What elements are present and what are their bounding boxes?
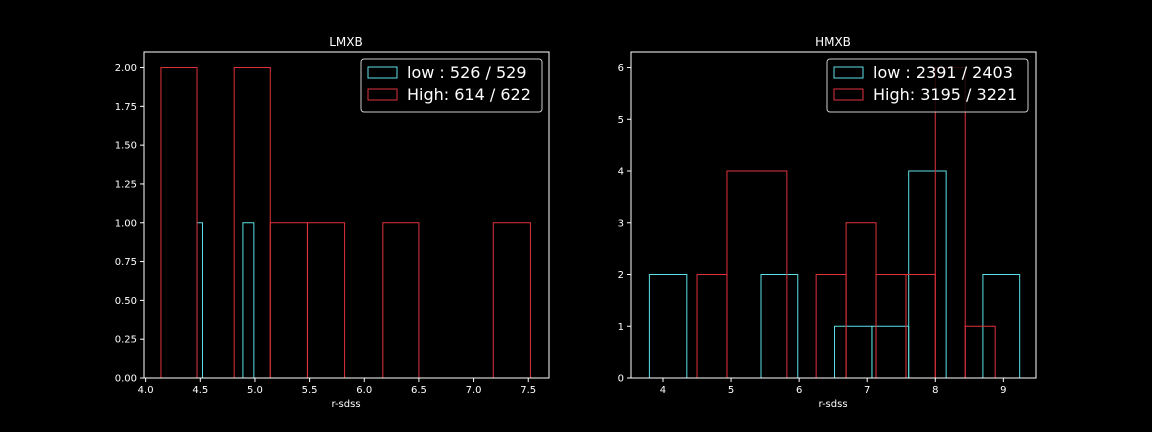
lmxb-legend-box xyxy=(360,58,543,113)
lmxb-legend-label-high: High: 614 / 622 xyxy=(407,85,531,104)
hmxb-x-tick-label: 4 xyxy=(660,385,666,396)
hmxb-legend-box xyxy=(826,58,1029,113)
hmxb-x-tick-label: 8 xyxy=(932,385,938,396)
hmxb-y-tick-label: 3 xyxy=(618,218,624,229)
hmxb-high-bin-1 xyxy=(726,170,788,378)
hmxb-x-axis-ticks: 4 5 6 7 8 9 xyxy=(660,378,1007,396)
lmxb-histogram-panel: LMXB 4.0 4.5 5.0 5.5 6.0 6.5 7.0 7.5 0.000.250.… xyxy=(115,35,550,410)
lmxb-histogram-bars xyxy=(160,67,531,378)
hmxb-x-tick-label: 7 xyxy=(864,385,870,396)
hmxb-legend-swatch-low xyxy=(833,66,864,79)
hmxb-high-bin-8 xyxy=(964,325,996,378)
lmxb-chart-title: LMXB xyxy=(329,35,363,49)
lmxb-legend-label-low: low : 526 / 529 xyxy=(407,63,527,82)
lmxb-high-bin-6 xyxy=(382,222,420,378)
hmxb-axes-frame xyxy=(630,51,1037,379)
lmxb-x-tick-label: 4.0 xyxy=(138,385,154,396)
hmxb-y-tick-label: 5 xyxy=(618,115,624,126)
lmxb-x-axis-label: r-sdss xyxy=(331,399,360,410)
lmxb-x-tick-label: 5.5 xyxy=(302,385,318,396)
hmxb-histogram-panel: HMXB 4 5 6 7 8 9 0 1 2 3 4 5 6 r-sdss low : 2391 / … xyxy=(618,35,1037,410)
lmxb-y-tick-label: 0.50 xyxy=(115,296,137,307)
hmxb-legend: low : 2391 / 2403 High: 3195 / 3221 xyxy=(826,58,1029,113)
lmxb-low-bin-1 xyxy=(242,222,255,378)
lmxb-high-bin-4 xyxy=(306,222,346,378)
hmxb-x-tick-label: 6 xyxy=(796,385,802,396)
lmxb-x-tick-label: 6.5 xyxy=(411,385,427,396)
lmxb-y-tick-label: 1.75 xyxy=(115,102,137,113)
hmxb-y-tick-label: 0 xyxy=(618,374,624,385)
hmxb-y-tick-label: 4 xyxy=(618,167,624,178)
lmxb-x-tick-label: 6.0 xyxy=(356,385,372,396)
hmxb-legend-label-low: low : 2391 / 2403 xyxy=(873,63,1013,82)
lmxb-high-bin-0 xyxy=(160,67,198,378)
lmxb-x-axis-ticks: 4.0 4.5 5.0 5.5 6.0 6.5 7.0 7.5 xyxy=(138,378,536,396)
lmxb-legend: low : 526 / 529 High: 614 / 622 xyxy=(360,58,543,113)
hmxb-x-tick-label: 9 xyxy=(1000,385,1006,396)
lmxb-y-tick-label: 2.00 xyxy=(115,63,137,74)
lmxb-high-bin-9 xyxy=(492,222,531,378)
lmxb-legend-swatch-high xyxy=(367,88,398,101)
lmxb-y-tick-label: 1.25 xyxy=(115,179,137,190)
hmxb-x-tick-label: 5 xyxy=(728,385,734,396)
hmxb-y-axis-ticks: 0 1 2 3 4 5 6 xyxy=(618,63,631,385)
hmxb-legend-label-high: High: 3195 / 3221 xyxy=(873,85,1017,104)
lmxb-y-tick-label: 0.00 xyxy=(115,374,137,385)
lmxb-x-tick-label: 5.0 xyxy=(247,385,263,396)
lmxb-x-tick-label: 7.0 xyxy=(466,385,482,396)
hmxb-x-axis-label: r-sdss xyxy=(818,399,847,410)
hmxb-chart-title: HMXB xyxy=(815,35,851,49)
hmxb-legend-swatch-high xyxy=(833,88,864,101)
lmxb-legend-swatch-low xyxy=(367,66,398,79)
lmxb-axes-frame xyxy=(143,51,550,379)
hmxb-low-bin-3 xyxy=(760,274,799,378)
lmxb-y-axis-ticks: 0.00 0.25 0.50 0.75 1.00 1.25 1.50 1.75 2.00 xyxy=(115,63,144,385)
lmxb-x-tick-label: 4.5 xyxy=(192,385,208,396)
lmxb-y-tick-label: 1.50 xyxy=(115,141,137,152)
hmxb-y-tick-label: 6 xyxy=(618,63,624,74)
hmxb-y-tick-label: 2 xyxy=(618,270,624,281)
lmxb-y-tick-label: 1.00 xyxy=(115,218,137,229)
hmxb-low-bin-0 xyxy=(648,274,688,378)
hmxb-y-tick-label: 1 xyxy=(618,322,624,333)
lmxb-y-tick-label: 0.25 xyxy=(115,335,137,346)
lmxb-x-tick-label: 7.5 xyxy=(520,385,536,396)
lmxb-y-tick-label: 0.75 xyxy=(115,257,137,268)
